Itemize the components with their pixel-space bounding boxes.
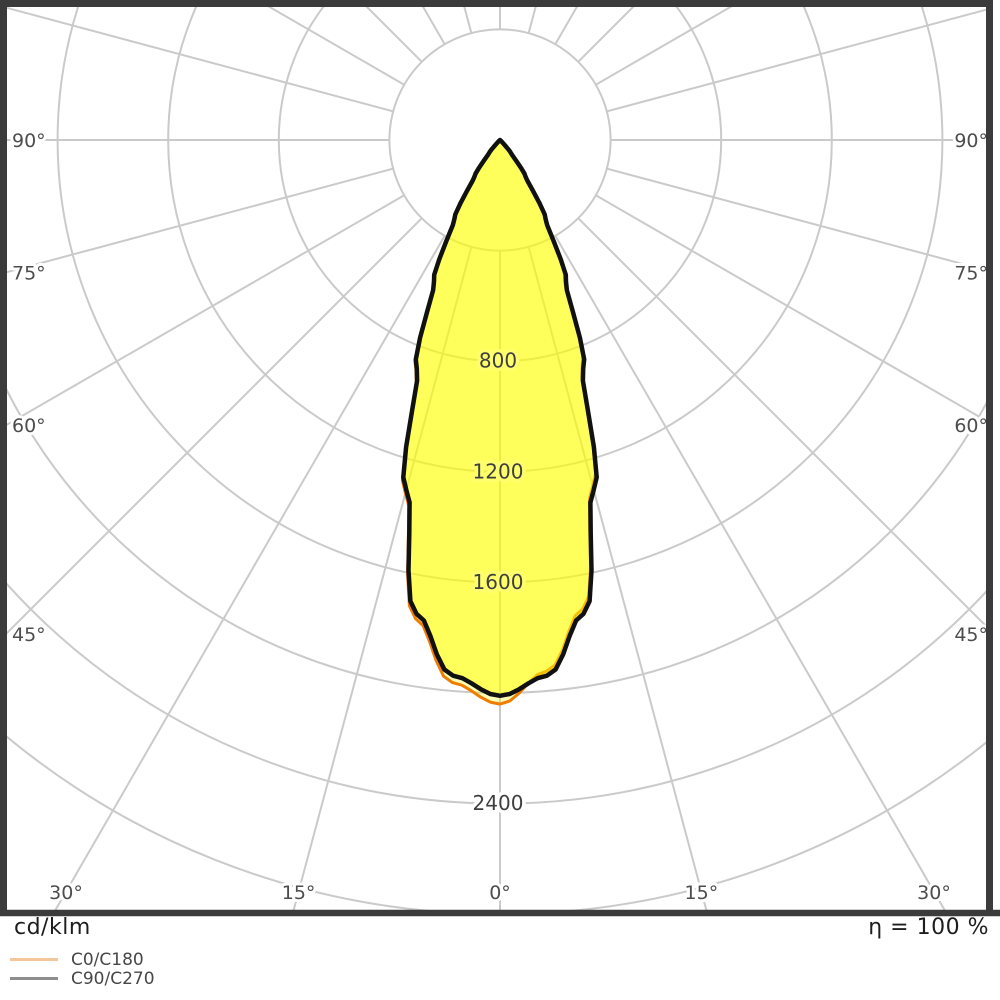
angle-label-right: 75° xyxy=(954,262,988,284)
grid-spoke xyxy=(365,7,423,63)
grid-spoke xyxy=(595,194,986,422)
grid-spoke xyxy=(267,7,405,86)
angle-label-bottom: 15° xyxy=(685,882,719,904)
ring-label: 1200 xyxy=(473,459,524,483)
legend-label-c90-c270: C90/C270 xyxy=(71,969,155,989)
grid-spoke xyxy=(7,194,405,426)
angle-label-left: 45° xyxy=(12,624,46,646)
angle-label-left: 60° xyxy=(12,415,46,437)
angle-label-bottom: 30° xyxy=(917,882,951,904)
angle-label-bottom: 15° xyxy=(282,882,316,904)
angle-label-right: 60° xyxy=(954,415,988,437)
grid-spoke xyxy=(554,235,946,910)
curve-c90-c270 xyxy=(401,137,599,699)
grid-spoke xyxy=(595,7,733,86)
ring-label: 800 xyxy=(479,349,517,373)
legend-label-c0-c180: C0/C180 xyxy=(71,950,144,970)
grid-spoke xyxy=(7,167,394,274)
grid-spoke xyxy=(577,7,635,63)
c90-c270-line-swatch-icon xyxy=(10,977,58,980)
grid-spoke xyxy=(606,8,986,113)
c0-c180-line-swatch-icon xyxy=(10,958,58,961)
grid-spoke xyxy=(7,7,394,113)
ring-label: 1600 xyxy=(473,570,524,594)
angle-label-left: 75° xyxy=(12,262,46,284)
grid-spoke xyxy=(7,217,423,635)
angle-label-bottom: 0° xyxy=(489,882,511,904)
efficiency-label: η = 100 % xyxy=(868,915,989,940)
angle-label-bottom: 30° xyxy=(49,882,83,904)
grid-spoke xyxy=(606,167,986,272)
plot-border xyxy=(0,0,993,913)
angle-label-right: 45° xyxy=(954,624,988,646)
ring-label: 2400 xyxy=(473,791,524,815)
angle-label-right: 90° xyxy=(954,130,988,152)
angle-label-left: 90° xyxy=(12,130,46,152)
grid-spoke xyxy=(54,235,446,910)
grid-spoke xyxy=(577,217,986,628)
unit-label: cd/klm xyxy=(14,915,91,940)
